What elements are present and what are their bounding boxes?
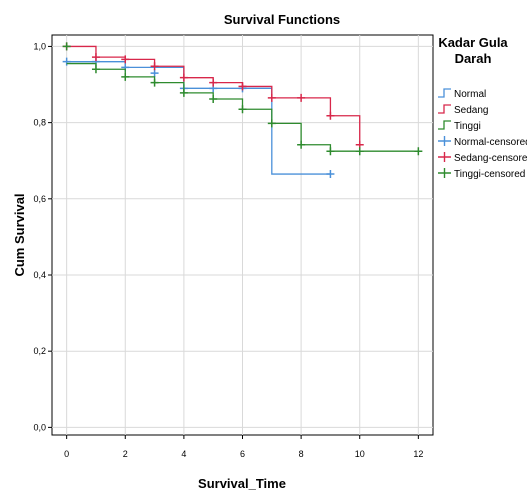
censor-mark-tinggi bbox=[179, 88, 188, 97]
legend-label: Normal bbox=[454, 89, 486, 100]
censor-mark-normal bbox=[326, 170, 335, 179]
legend-label: Sedang-censored bbox=[454, 153, 527, 164]
censor-mark-tinggi bbox=[238, 105, 247, 114]
y-axis-ticks: 0,0 0,2 0,4 0,6 0,8 1,0 bbox=[33, 41, 52, 432]
censor-mark-sedang bbox=[297, 93, 306, 102]
censor-mark-tinggi bbox=[267, 119, 276, 128]
censor-mark-tinggi bbox=[62, 42, 71, 51]
x-axis-label: Survival_Time bbox=[198, 476, 286, 491]
x-tick-label: 2 bbox=[123, 449, 128, 459]
legend-label: Tinggi-censored bbox=[454, 169, 525, 180]
chart-title: Survival Functions bbox=[224, 12, 340, 27]
legend-swatch-censor bbox=[438, 136, 451, 146]
censor-mark-tinggi bbox=[355, 147, 364, 156]
censor-mark-normal bbox=[62, 57, 71, 66]
censor-mark-tinggi bbox=[414, 147, 423, 156]
grid-lines bbox=[52, 35, 433, 435]
legend-items: Normal Sedang Tinggi Normal-censored Sedang-… bbox=[438, 88, 527, 180]
legend-swatch-censor bbox=[438, 168, 451, 178]
legend-swatch-censor bbox=[438, 152, 451, 162]
y-tick-label: 0,4 bbox=[33, 270, 46, 280]
y-tick-label: 0,6 bbox=[33, 194, 46, 204]
censor-mark-sedang bbox=[150, 62, 159, 71]
censor-mark-normal bbox=[150, 69, 159, 78]
legend-title-line-2: Darah bbox=[455, 51, 492, 66]
legend-label: Sedang bbox=[454, 105, 488, 116]
y-tick-label: 0,8 bbox=[33, 118, 46, 128]
censor-mark-sedang bbox=[267, 93, 276, 102]
x-tick-label: 6 bbox=[240, 449, 245, 459]
censor-mark-tinggi bbox=[209, 95, 218, 103]
y-tick-label: 0,0 bbox=[33, 422, 46, 432]
series-layer bbox=[62, 42, 423, 179]
legend-swatch-step bbox=[438, 88, 451, 98]
x-tick-label: 12 bbox=[413, 449, 423, 459]
x-axis-ticks: 0 2 4 6 8 10 12 bbox=[64, 435, 423, 459]
legend-swatch-step bbox=[438, 120, 451, 130]
censor-mark-sedang bbox=[326, 111, 335, 120]
legend-label: Tinggi bbox=[454, 121, 481, 132]
censor-mark-sedang bbox=[209, 78, 218, 87]
censor-mark-sedang bbox=[91, 53, 100, 62]
censor-mark-tinggi bbox=[326, 147, 335, 156]
censor-mark-sedang bbox=[121, 55, 130, 64]
x-tick-label: 10 bbox=[355, 449, 365, 459]
censor-mark-tinggi bbox=[150, 78, 159, 87]
legend: Kadar Gula Darah NormalSedangTinggiNorma… bbox=[438, 35, 527, 180]
censor-mark-tinggi bbox=[121, 72, 130, 81]
censor-mark-tinggi bbox=[91, 65, 100, 74]
x-tick-label: 4 bbox=[181, 449, 186, 459]
legend-label: Normal-censored bbox=[454, 137, 527, 148]
censor-mark-tinggi bbox=[297, 140, 306, 149]
y-tick-label: 0,2 bbox=[33, 346, 46, 356]
series-line-sedang bbox=[66, 45, 361, 145]
legend-title-line-1: Kadar Gula bbox=[438, 35, 508, 50]
legend-swatch-step bbox=[438, 104, 451, 114]
censor-mark-sedang bbox=[238, 82, 247, 91]
x-tick-label: 0 bbox=[64, 449, 69, 459]
y-tick-label: 1,0 bbox=[33, 41, 46, 51]
censor-mark-sedang bbox=[179, 73, 188, 82]
x-tick-label: 8 bbox=[299, 449, 304, 459]
y-axis-label: Cum Survival bbox=[12, 193, 27, 276]
